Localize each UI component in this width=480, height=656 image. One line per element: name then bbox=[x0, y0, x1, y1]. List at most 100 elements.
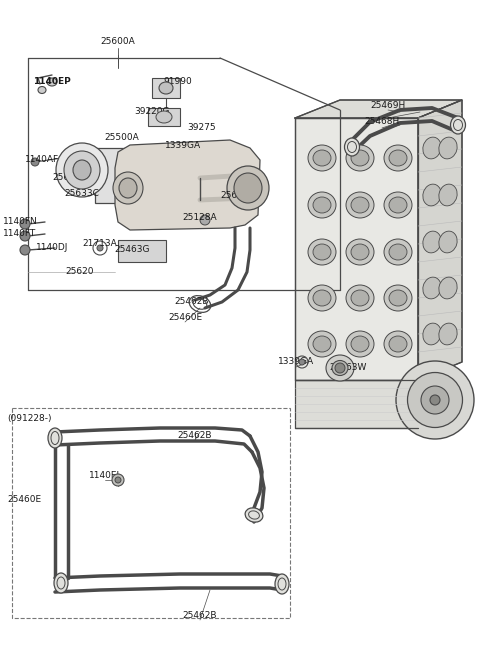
Text: 1140DJ: 1140DJ bbox=[36, 243, 68, 253]
Circle shape bbox=[97, 245, 103, 251]
Text: 39220G: 39220G bbox=[134, 108, 170, 117]
Text: 1140FN: 1140FN bbox=[2, 218, 37, 226]
Text: 25460E: 25460E bbox=[7, 495, 41, 504]
Ellipse shape bbox=[308, 285, 336, 311]
Text: 25620: 25620 bbox=[66, 268, 94, 276]
Ellipse shape bbox=[346, 145, 374, 171]
Ellipse shape bbox=[308, 145, 336, 171]
Ellipse shape bbox=[346, 239, 374, 265]
Circle shape bbox=[31, 158, 39, 166]
Ellipse shape bbox=[56, 143, 108, 197]
Text: 25463G: 25463G bbox=[114, 245, 150, 255]
Ellipse shape bbox=[64, 151, 100, 189]
Ellipse shape bbox=[408, 373, 463, 428]
Ellipse shape bbox=[119, 178, 137, 198]
Text: 39275: 39275 bbox=[188, 123, 216, 133]
Ellipse shape bbox=[389, 290, 407, 306]
Bar bbox=[118, 240, 166, 262]
Ellipse shape bbox=[423, 231, 441, 253]
Text: 25500A: 25500A bbox=[105, 134, 139, 142]
Ellipse shape bbox=[351, 244, 369, 260]
Ellipse shape bbox=[346, 331, 374, 357]
Text: 25468H: 25468H bbox=[364, 117, 400, 127]
Ellipse shape bbox=[346, 192, 374, 218]
Ellipse shape bbox=[73, 160, 91, 180]
Ellipse shape bbox=[351, 290, 369, 306]
Ellipse shape bbox=[38, 87, 46, 94]
Ellipse shape bbox=[313, 150, 331, 166]
Ellipse shape bbox=[384, 192, 412, 218]
Ellipse shape bbox=[313, 290, 331, 306]
Ellipse shape bbox=[245, 508, 263, 522]
Ellipse shape bbox=[332, 361, 348, 375]
Polygon shape bbox=[418, 100, 462, 380]
Text: 25462B: 25462B bbox=[183, 611, 217, 619]
Ellipse shape bbox=[384, 331, 412, 357]
Text: 25633C: 25633C bbox=[65, 188, 99, 197]
Ellipse shape bbox=[47, 78, 57, 86]
Ellipse shape bbox=[351, 150, 369, 166]
Circle shape bbox=[20, 219, 30, 229]
Text: 1140FT: 1140FT bbox=[3, 230, 36, 239]
Ellipse shape bbox=[313, 197, 331, 213]
Bar bbox=[95, 148, 175, 203]
Bar bbox=[12, 408, 290, 618]
Ellipse shape bbox=[423, 184, 441, 206]
Bar bbox=[152, 78, 180, 98]
Ellipse shape bbox=[389, 150, 407, 166]
Ellipse shape bbox=[439, 323, 457, 345]
Text: 1140EJ: 1140EJ bbox=[89, 470, 120, 480]
Ellipse shape bbox=[439, 137, 457, 159]
Ellipse shape bbox=[351, 336, 369, 352]
Ellipse shape bbox=[430, 395, 440, 405]
Ellipse shape bbox=[384, 145, 412, 171]
Text: 25463W: 25463W bbox=[329, 363, 367, 373]
Bar bbox=[148, 108, 180, 126]
Text: 1339GA: 1339GA bbox=[165, 140, 201, 150]
Ellipse shape bbox=[421, 386, 449, 414]
Ellipse shape bbox=[423, 323, 441, 345]
Text: (091228-): (091228-) bbox=[8, 413, 52, 422]
Text: 25600A: 25600A bbox=[101, 37, 135, 47]
Text: 25469H: 25469H bbox=[371, 100, 406, 110]
Text: 21713A: 21713A bbox=[83, 239, 118, 247]
Ellipse shape bbox=[389, 197, 407, 213]
Circle shape bbox=[115, 477, 121, 483]
Text: 1339GA: 1339GA bbox=[278, 358, 314, 367]
Circle shape bbox=[200, 215, 210, 225]
Ellipse shape bbox=[384, 285, 412, 311]
Bar bbox=[295, 380, 418, 428]
Ellipse shape bbox=[384, 239, 412, 265]
Ellipse shape bbox=[234, 173, 262, 203]
Ellipse shape bbox=[48, 428, 62, 448]
Ellipse shape bbox=[345, 138, 360, 156]
Ellipse shape bbox=[308, 192, 336, 218]
Polygon shape bbox=[295, 100, 462, 118]
Polygon shape bbox=[295, 118, 418, 380]
Text: 25631B: 25631B bbox=[53, 173, 87, 182]
Text: 1140AF: 1140AF bbox=[25, 155, 59, 165]
Ellipse shape bbox=[423, 277, 441, 299]
Text: 25462B: 25462B bbox=[175, 298, 209, 306]
Ellipse shape bbox=[54, 573, 68, 593]
Ellipse shape bbox=[275, 574, 289, 594]
Ellipse shape bbox=[113, 172, 143, 204]
Circle shape bbox=[335, 363, 345, 373]
Ellipse shape bbox=[156, 111, 172, 123]
Polygon shape bbox=[115, 140, 260, 230]
Ellipse shape bbox=[313, 336, 331, 352]
Circle shape bbox=[299, 359, 305, 365]
Text: 25615G: 25615G bbox=[220, 190, 256, 199]
Ellipse shape bbox=[451, 116, 466, 134]
Ellipse shape bbox=[159, 82, 173, 94]
Text: 25460E: 25460E bbox=[168, 314, 202, 323]
Text: 91990: 91990 bbox=[164, 77, 192, 87]
Ellipse shape bbox=[308, 239, 336, 265]
Ellipse shape bbox=[346, 285, 374, 311]
Ellipse shape bbox=[227, 166, 269, 210]
Ellipse shape bbox=[389, 336, 407, 352]
Circle shape bbox=[112, 474, 124, 486]
Ellipse shape bbox=[439, 231, 457, 253]
Ellipse shape bbox=[308, 331, 336, 357]
Circle shape bbox=[20, 231, 30, 241]
